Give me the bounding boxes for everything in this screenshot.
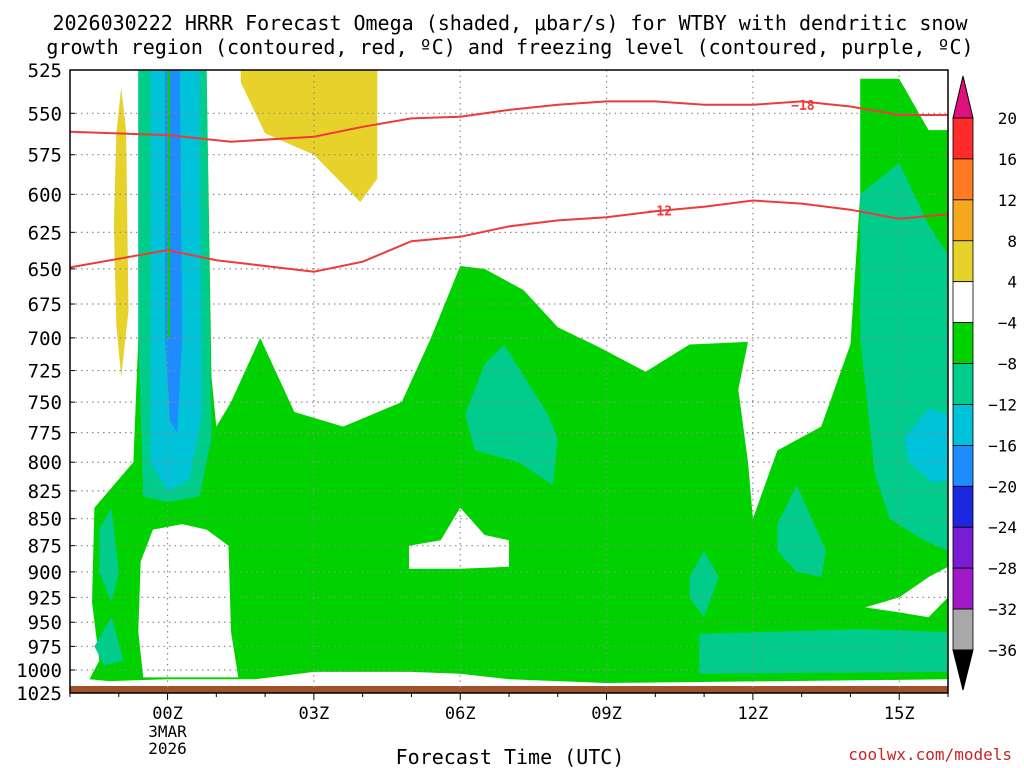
colorbar-swatch [952, 363, 974, 405]
contour-label: −18 [791, 99, 815, 114]
contour-label: −12 [649, 204, 672, 219]
y-tick-label: 800 [28, 452, 62, 474]
y-tick-label: 750 [28, 392, 62, 414]
colorbar-swatch [952, 404, 974, 446]
x-axis-label: Forecast Time (UTC) [396, 745, 625, 768]
colorbar-label: −20 [988, 477, 1017, 496]
colorbar-swatch [952, 322, 974, 364]
omega-region [777, 485, 827, 578]
x-tick-label: 06Z [445, 704, 476, 724]
colorbar-label: −36 [988, 641, 1017, 660]
plot-area [70, 70, 948, 693]
chart-title-line-2: growth region (contoured, red, ºC) and f… [46, 35, 973, 59]
y-tick-label: 850 [28, 509, 62, 531]
x-tick-label: 12Z [738, 704, 769, 724]
y-tick-label: 600 [28, 184, 62, 206]
y-tick-label: 650 [28, 259, 62, 281]
temperature-contours: −18 −12 [70, 99, 948, 273]
colorbar-swatch [952, 240, 974, 283]
y-tick-label: 1000 [16, 660, 62, 682]
omega-region [94, 617, 124, 666]
omega-neutral-region [865, 566, 948, 618]
omega-neutral-region [409, 507, 509, 569]
omega-region [99, 507, 119, 603]
omega-region [465, 344, 558, 486]
x-date-label: 3MAR [148, 722, 187, 741]
contour-line [70, 199, 948, 273]
y-tick-label: 950 [28, 612, 62, 634]
colorbar-swatch [952, 608, 974, 651]
y-tick-label: 675 [28, 294, 62, 316]
y-tick-label: 525 [28, 60, 62, 82]
omega-region [689, 551, 719, 618]
colorbar-label: 8 [1007, 232, 1017, 251]
y-tick-label: 575 [28, 145, 62, 167]
omega-region [167, 70, 170, 338]
colorbar-swatch [952, 444, 974, 487]
ground-strip [70, 686, 948, 693]
x-tick-label: 03Z [299, 704, 330, 724]
omega-neutral-region [138, 524, 239, 678]
colorbar-label: 20 [998, 109, 1017, 128]
colorbar-label: 12 [998, 191, 1017, 210]
y-tick-label: 725 [28, 361, 62, 383]
omega-region [904, 408, 948, 483]
colorbar-swatch [952, 199, 974, 242]
grid-lines [70, 70, 948, 693]
y-tick-label: 700 [28, 328, 62, 350]
colorbar-label: 4 [1007, 273, 1017, 292]
watermark: coolwx.com/models [848, 745, 1012, 764]
colorbar-swatch [952, 281, 974, 324]
colorbar-label: −16 [988, 436, 1017, 455]
omega-region [699, 629, 948, 674]
colorbar-label: 16 [998, 150, 1017, 169]
y-tick-label: 1025 [16, 683, 62, 705]
axes: 525 550 575 600 625 650 675 700 725 750 775 800 825 8… [16, 60, 949, 758]
y-tick-label: 625 [28, 222, 62, 244]
colorbar-swatch [952, 117, 974, 160]
y-tick-label: 900 [28, 562, 62, 584]
y-tick-label: 975 [28, 636, 62, 658]
colorbar-label: −28 [988, 559, 1017, 578]
colorbar-label: −4 [998, 314, 1017, 333]
y-tick-label: 775 [28, 423, 62, 445]
colorbar-bottom-arrow [952, 649, 974, 691]
colorbar-swatch [952, 567, 974, 610]
colorbar-label: −12 [988, 395, 1017, 414]
colorbar-swatch [952, 158, 974, 201]
omega-region [113, 87, 129, 377]
colorbar-swatch [952, 485, 974, 528]
x-date-label: 2026 [148, 739, 187, 758]
colorbar-label: −24 [988, 518, 1017, 537]
x-tick-label: 15Z [884, 704, 915, 724]
x-tick-label: 00Z [152, 704, 183, 724]
colorbar-swatch [952, 526, 974, 569]
colorbar: 20 16 12 8 4 −4 −8 −12 −16 −20 −24 −28 −32 −36 [952, 75, 1017, 691]
colorbar-label: −8 [998, 355, 1017, 374]
y-tick-label: 550 [28, 103, 62, 125]
y-tick-label: 875 [28, 536, 62, 558]
colorbar-top-arrow [952, 75, 974, 119]
y-tick-label: 825 [28, 481, 62, 503]
y-tick-label: 925 [28, 587, 62, 609]
contour-line [70, 100, 948, 143]
chart-title-line-1: 2026030222 HRRR Forecast Omega (shaded, … [52, 11, 968, 35]
x-tick-label: 09Z [591, 704, 622, 724]
colorbar-label: −32 [988, 600, 1017, 619]
